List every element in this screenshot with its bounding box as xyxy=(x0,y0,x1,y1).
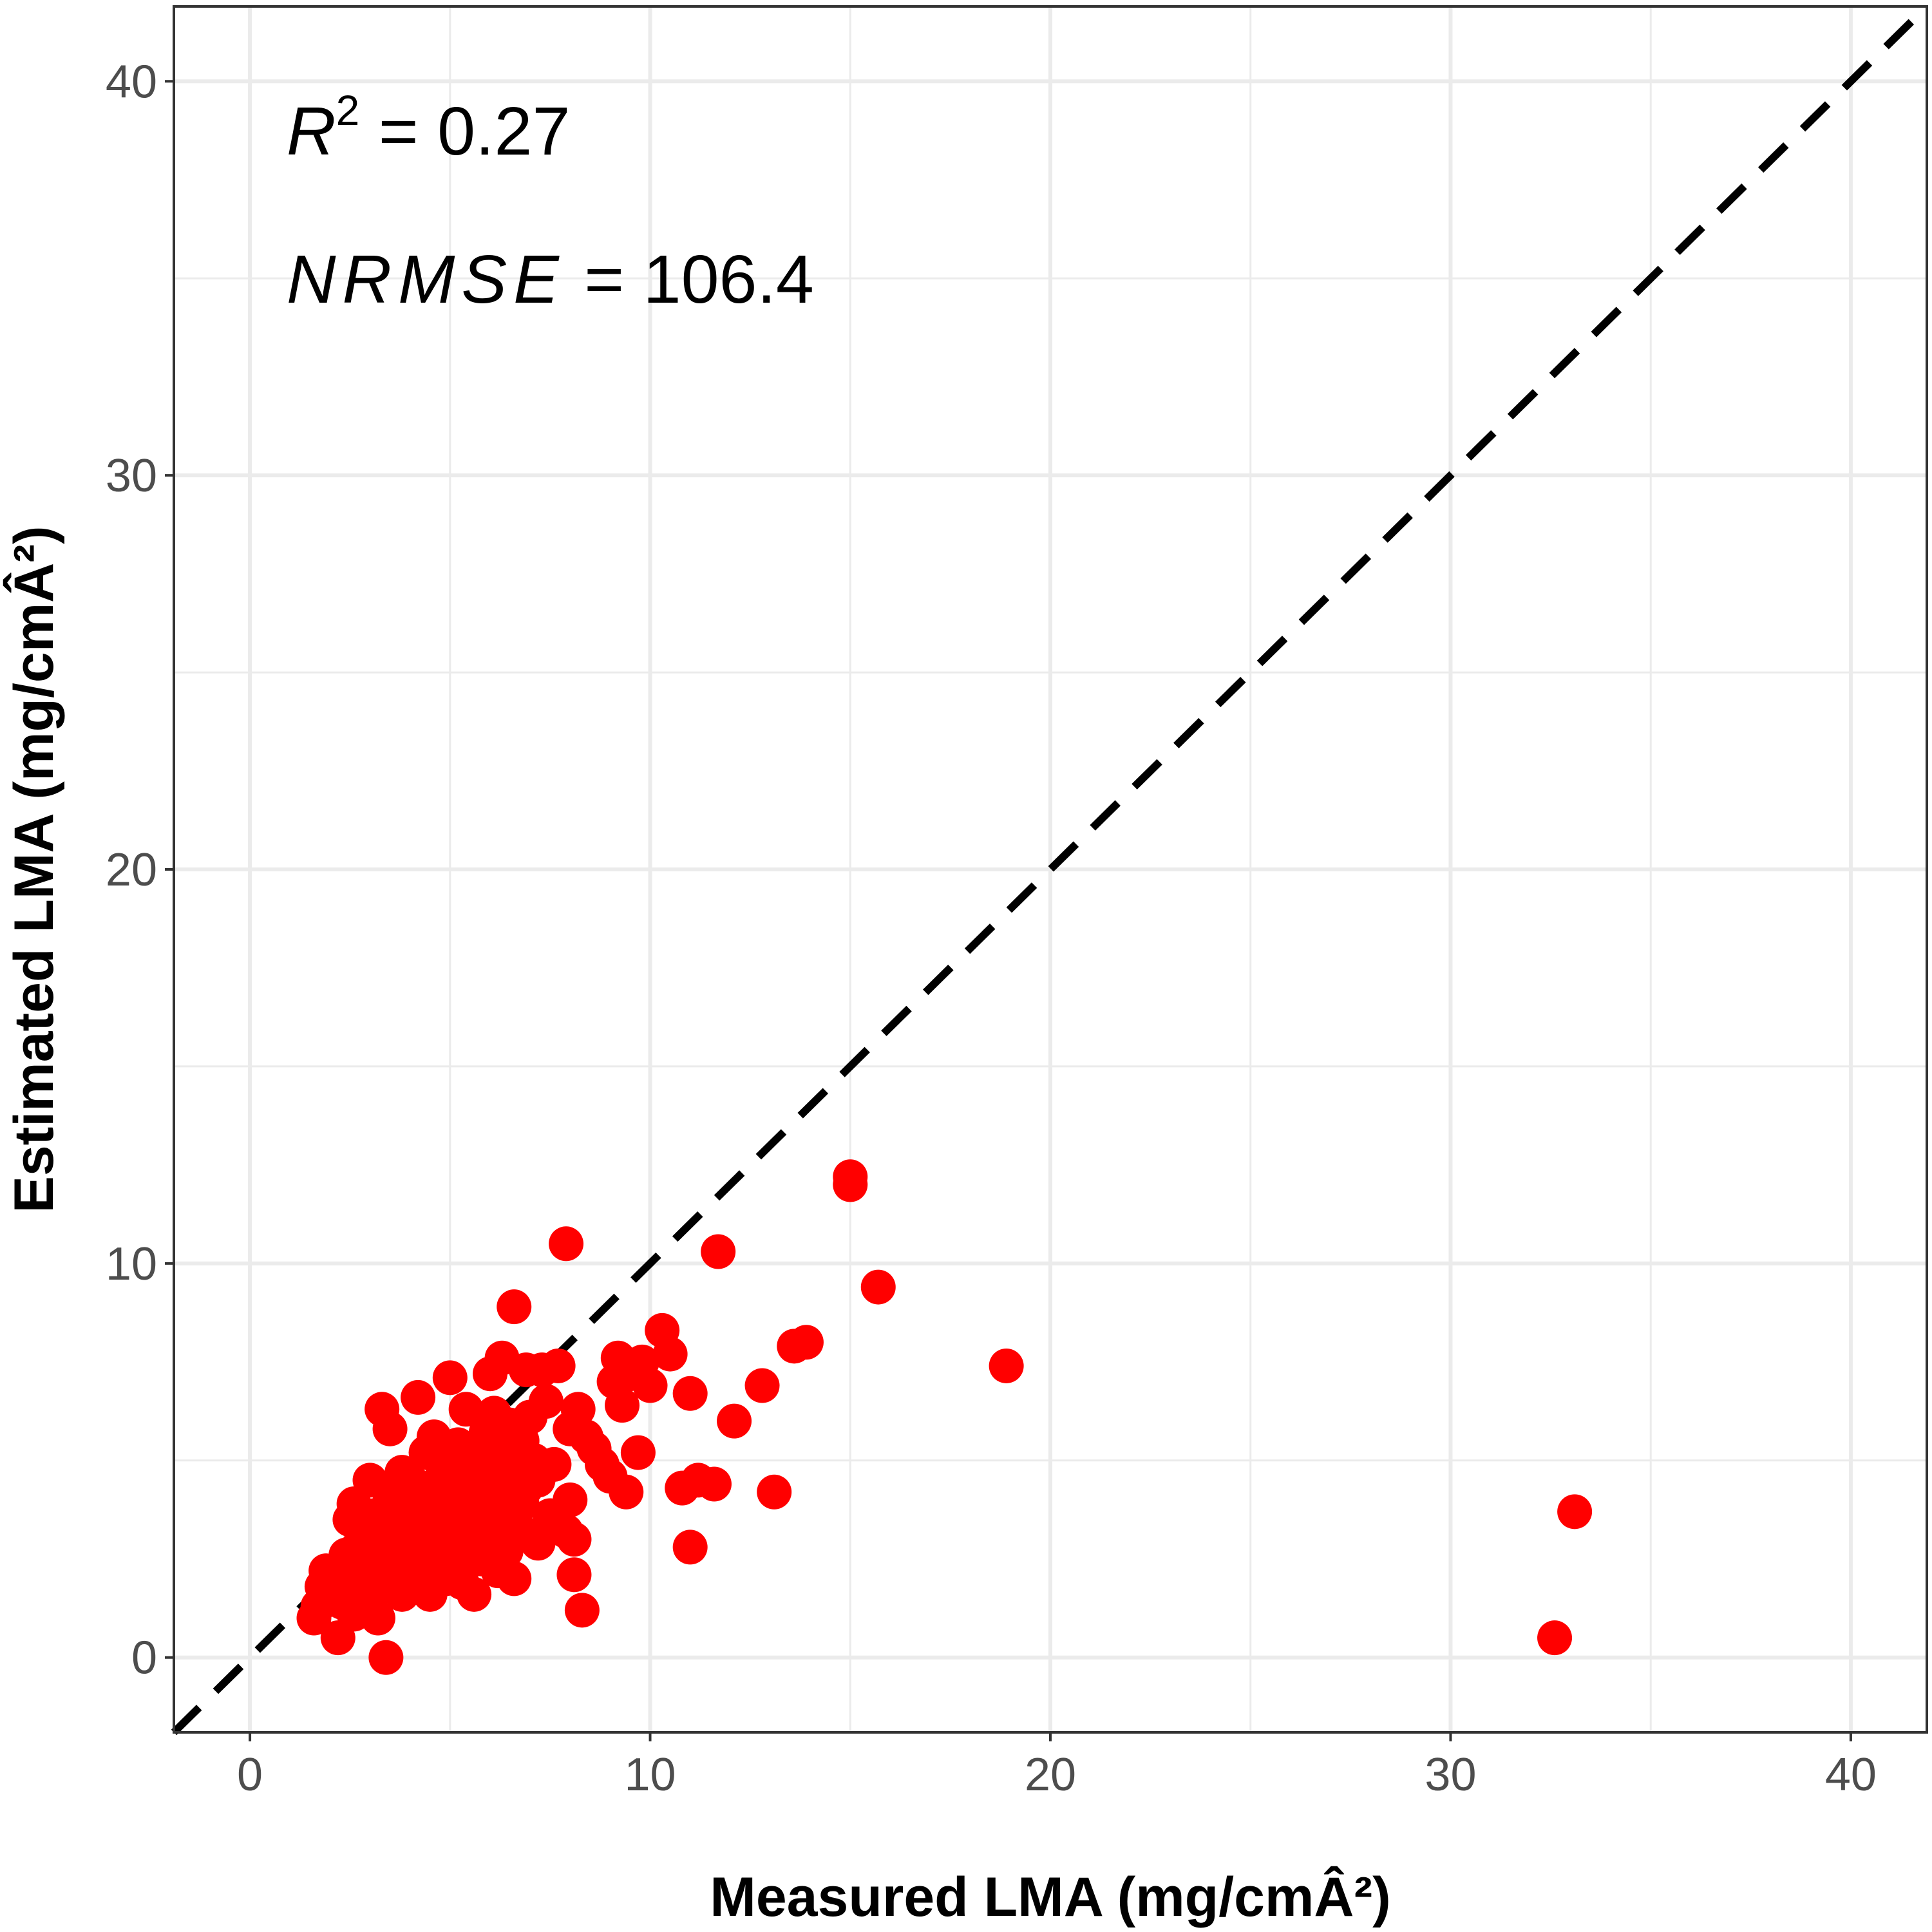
y-tick-label: 40 xyxy=(106,56,157,108)
data-point xyxy=(701,1234,736,1269)
data-point xyxy=(860,1269,896,1305)
data-point xyxy=(672,1530,708,1565)
data-point xyxy=(605,1388,640,1423)
data-point xyxy=(372,1411,408,1446)
data-point xyxy=(549,1226,584,1262)
x-tick-label: 10 xyxy=(624,1749,676,1801)
x-tick-label: 20 xyxy=(1025,1749,1076,1801)
data-point xyxy=(620,1435,656,1470)
x-axis-title: Measured LMA (mg/cmÂ²) xyxy=(710,1866,1391,1928)
data-point xyxy=(744,1368,780,1403)
data-point xyxy=(609,1474,644,1510)
data-point xyxy=(632,1368,668,1403)
x-axis-ticks: 0 10 20 30 40 xyxy=(237,1732,1877,1801)
data-point xyxy=(497,1289,532,1325)
data-points xyxy=(296,1159,1593,1675)
data-point xyxy=(696,1466,732,1502)
data-point xyxy=(540,1348,576,1383)
data-point xyxy=(360,1600,395,1636)
y-tick-label: 20 xyxy=(106,844,157,896)
data-point xyxy=(536,1446,572,1482)
x-tick-label: 40 xyxy=(1825,1749,1877,1801)
data-point xyxy=(652,1336,688,1372)
data-point xyxy=(401,1379,436,1415)
data-point xyxy=(520,1526,556,1561)
annotation-r2: R2 = 0.27 xyxy=(287,86,570,169)
data-point xyxy=(672,1376,708,1411)
data-point xyxy=(432,1360,468,1396)
y-axis-ticks: 0 10 20 30 40 xyxy=(106,56,174,1684)
x-tick-label: 30 xyxy=(1425,1749,1476,1801)
data-point xyxy=(717,1403,752,1439)
data-point xyxy=(560,1392,596,1427)
data-point xyxy=(448,1392,484,1427)
y-tick-label: 0 xyxy=(131,1633,157,1684)
data-point xyxy=(528,1384,564,1419)
data-point xyxy=(788,1325,824,1360)
y-axis-title: Estimated LMA (mg/cmÂ²) xyxy=(3,526,65,1213)
data-point xyxy=(1557,1494,1593,1530)
data-point xyxy=(556,1522,592,1557)
data-point xyxy=(497,1561,532,1596)
y-tick-label: 10 xyxy=(106,1238,157,1290)
x-tick-label: 0 xyxy=(237,1749,263,1801)
data-point xyxy=(757,1474,792,1510)
data-point xyxy=(553,1482,588,1517)
data-point xyxy=(564,1593,600,1628)
data-point xyxy=(989,1348,1024,1383)
data-point xyxy=(1537,1620,1573,1656)
y-tick-label: 30 xyxy=(106,450,157,502)
data-point xyxy=(833,1167,868,1202)
annotation-nrmse: NRMSE = 106.4 xyxy=(287,242,814,317)
data-point xyxy=(368,1640,404,1675)
data-point xyxy=(556,1557,592,1593)
data-point xyxy=(457,1577,492,1612)
